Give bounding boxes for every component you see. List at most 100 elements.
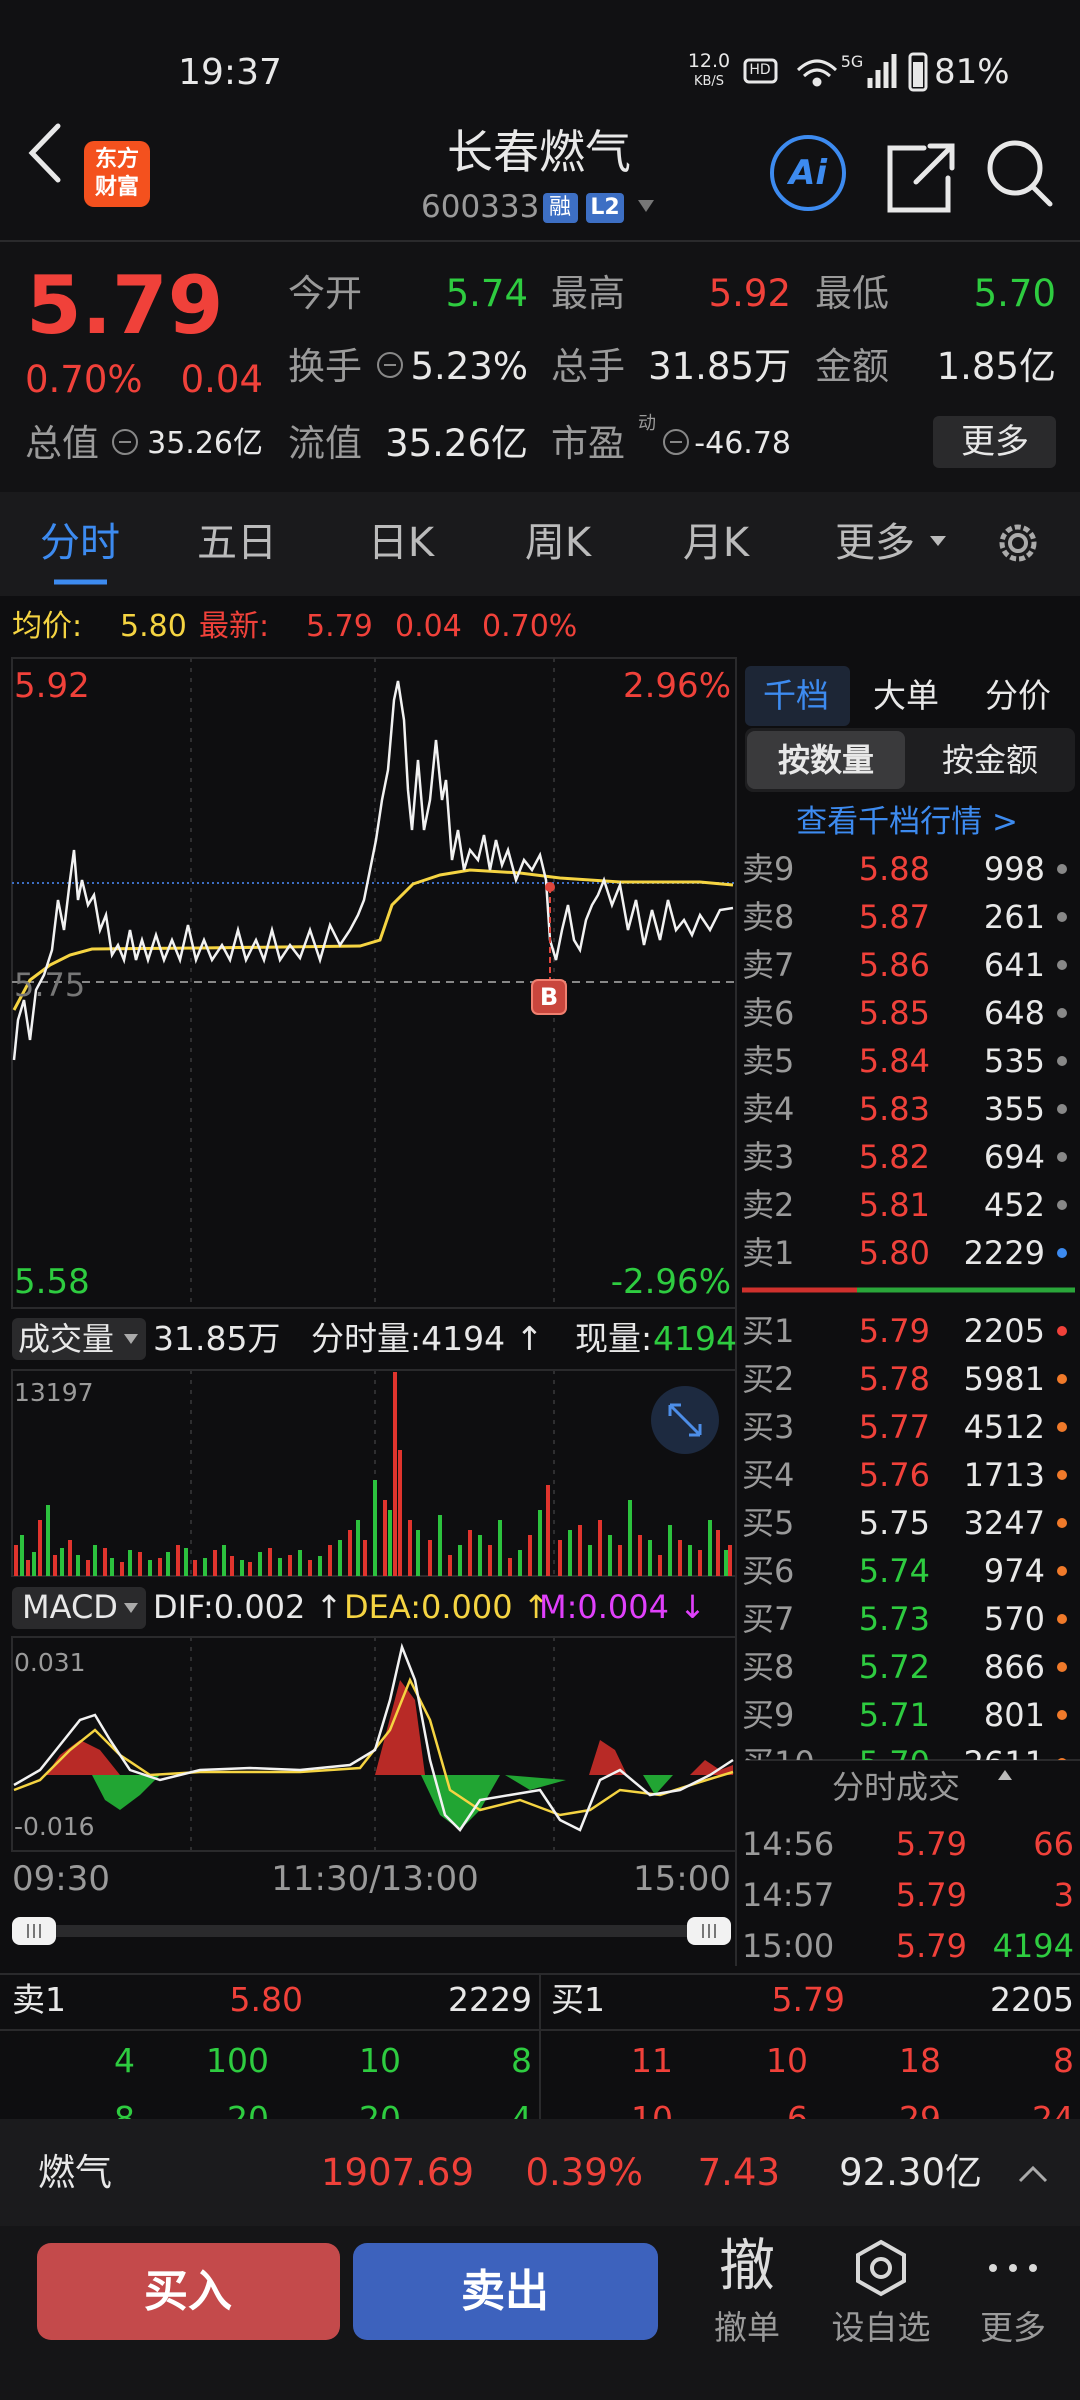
buy-button[interactable]: 买入 bbox=[144, 2265, 232, 2317]
footer-icons-shape bbox=[1018, 2165, 1048, 2183]
bid-volume: 3247 bbox=[963, 1504, 1045, 1542]
trade-volume: 3 bbox=[1053, 1876, 1074, 1914]
ask-price: 5.84 bbox=[858, 1042, 930, 1080]
sector-change: 7.43 bbox=[697, 2150, 780, 2194]
stock-code: 600333 bbox=[421, 188, 540, 225]
summary-pct: 0.70% bbox=[482, 609, 578, 645]
volume-chart bbox=[11, 1334, 737, 1613]
ai-button[interactable]: Ai bbox=[789, 152, 827, 193]
status-icons bbox=[743, 52, 928, 92]
header-icons bbox=[28, 123, 1053, 223]
field-label: 流值 bbox=[288, 421, 362, 465]
battery-level: 81% bbox=[934, 51, 1010, 92]
settings-button[interactable] bbox=[995, 515, 1045, 571]
bid-label: 买2 bbox=[742, 1360, 795, 1398]
pct-low: -2.96% bbox=[610, 1261, 731, 1302]
ask-volume: 2229 bbox=[963, 1234, 1045, 1272]
order-dot bbox=[1057, 864, 1067, 874]
queue-size: 20 bbox=[359, 2099, 401, 2119]
summary-latest: 5.79 bbox=[306, 609, 373, 645]
ask-volume: 648 bbox=[983, 994, 1045, 1032]
bid-label: 买9 bbox=[742, 1696, 795, 1734]
order-dot bbox=[1057, 1248, 1067, 1258]
footer-icons-shape bbox=[998, 1770, 1012, 1780]
cancel-icon[interactable]: 撤 bbox=[719, 2234, 775, 2299]
order-queue: 4 100 10 8 8 20 20 4 11 10 18 8 10 6 29 24 bbox=[0, 2032, 1080, 2119]
header-icons-shape bbox=[84, 141, 150, 207]
more-tools-button[interactable]: 更多 bbox=[980, 2308, 1046, 2348]
bid-price: 5.74 bbox=[858, 1552, 930, 1590]
bid-label: 买6 bbox=[742, 1552, 795, 1590]
sector-amount: 92.30亿 bbox=[839, 2150, 982, 2194]
field-value: 31.85万 bbox=[648, 344, 791, 388]
net-speed-unit: KB/S bbox=[693, 73, 725, 89]
header-icons-shape bbox=[887, 143, 955, 213]
mode-button[interactable]: 按金额 bbox=[941, 741, 1039, 779]
depth-tab[interactable]: 分价 bbox=[985, 676, 1051, 716]
price-chart-shape bbox=[545, 882, 555, 892]
quote-icons bbox=[112, 352, 689, 455]
bid-volume: 974 bbox=[983, 1552, 1045, 1590]
volume-max: 13197 bbox=[14, 1378, 94, 1408]
summary-avg-label: 均价: bbox=[12, 609, 83, 645]
bid-label: 买3 bbox=[742, 1408, 795, 1446]
more-button[interactable]: 更多 bbox=[961, 421, 1029, 462]
field-value: 35.26亿 bbox=[385, 421, 528, 465]
back-button[interactable] bbox=[10, 120, 70, 190]
order-dot bbox=[1057, 912, 1067, 922]
depth-tab[interactable]: 千档 bbox=[763, 676, 829, 716]
trade-price: 5.79 bbox=[895, 1876, 967, 1914]
trade-time: 15:00 bbox=[742, 1927, 835, 1965]
share-button[interactable] bbox=[880, 135, 960, 215]
cancel-button[interactable]: 撤单 bbox=[714, 2308, 780, 2348]
queue-size: 29 bbox=[899, 2099, 941, 2119]
indicator-select[interactable]: 成交量 bbox=[18, 1320, 115, 1358]
macd-dif: DIF:0.002 ↑ bbox=[153, 1588, 343, 1626]
depth-link[interactable]: 查看千档行情 > bbox=[796, 803, 1018, 840]
backgrounds-shape bbox=[0, 2119, 1080, 2226]
chart-tab[interactable]: 日K bbox=[367, 520, 435, 566]
bid-price: 5.73 bbox=[858, 1600, 930, 1638]
depth-tab[interactable]: 大单 bbox=[873, 676, 939, 716]
status-icons-shape bbox=[796, 59, 838, 78]
chart-tab[interactable]: 五日 bbox=[197, 520, 277, 566]
summary-change: 0.04 bbox=[395, 609, 462, 645]
last-price: 5.79 bbox=[26, 259, 224, 352]
macd-chart bbox=[11, 1636, 737, 1852]
indicator-select[interactable]: MACD bbox=[22, 1588, 118, 1626]
time-label: 15:00 bbox=[633, 1858, 731, 1899]
backgrounds-shape bbox=[37, 2243, 340, 2340]
footer-icons-shape bbox=[1009, 2264, 1017, 2272]
queue-size: 8 bbox=[1053, 2041, 1074, 2081]
pe-superscript: 动 bbox=[638, 412, 656, 434]
macd-min: -0.016 bbox=[14, 1812, 95, 1842]
summary-avg: 5.80 bbox=[120, 609, 187, 645]
chart-tab[interactable]: 更多 bbox=[835, 520, 915, 566]
ask-price: 5.87 bbox=[858, 898, 930, 936]
watch-button[interactable]: 设自选 bbox=[831, 2308, 931, 2348]
field-value: 1.85亿 bbox=[936, 344, 1056, 388]
ask-price: 5.80 bbox=[858, 1234, 930, 1272]
field-value: 5.74 bbox=[445, 271, 528, 315]
header-icons-shape bbox=[543, 193, 578, 223]
order-dot bbox=[1057, 960, 1067, 970]
mode-button[interactable]: 按数量 bbox=[777, 741, 875, 779]
chart-tab[interactable]: 周K bbox=[524, 520, 592, 566]
chart-tab[interactable]: 月K bbox=[682, 520, 750, 566]
ask-label: 卖2 bbox=[742, 1186, 795, 1224]
sector-pct: 0.39% bbox=[525, 2150, 643, 2194]
chart-tab[interactable]: 分时 bbox=[40, 520, 120, 566]
sector-name: 燃气 bbox=[38, 2150, 112, 2194]
search-button[interactable] bbox=[980, 135, 1060, 215]
order-dot bbox=[1057, 1662, 1067, 1672]
bid-label: 买1 bbox=[742, 1312, 795, 1350]
order-dot bbox=[1057, 1104, 1067, 1114]
order-label: 卖1 bbox=[12, 1980, 66, 2020]
volume-chart-shape bbox=[668, 1403, 702, 1437]
order-dot bbox=[1057, 1518, 1067, 1528]
ask-price: 5.85 bbox=[858, 994, 930, 1032]
sell-button[interactable]: 卖出 bbox=[461, 2265, 549, 2317]
bid-price: 5.79 bbox=[858, 1312, 930, 1350]
